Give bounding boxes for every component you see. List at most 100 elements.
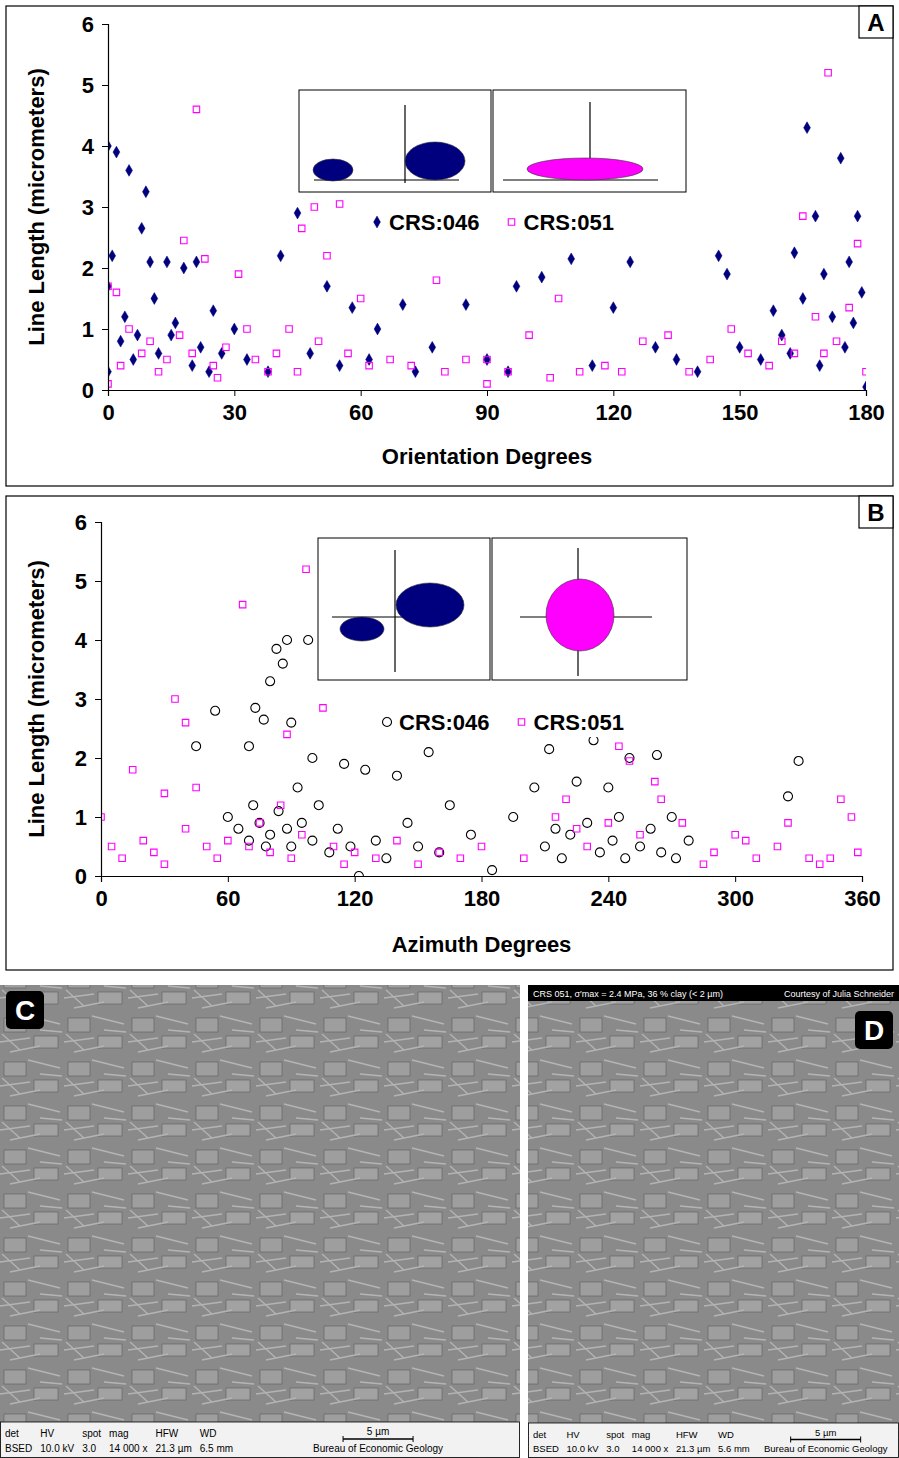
point (193, 784, 199, 790)
y-axis-title: Line Length (micrometers) (24, 560, 49, 837)
footer-field-value: 6.5 mm (200, 1443, 233, 1454)
panel: 03060901201501800123456Orientation Degre… (6, 6, 893, 486)
point (686, 368, 692, 374)
tick-label: 60 (216, 886, 240, 911)
point (463, 299, 470, 311)
tick: 2 (75, 746, 101, 771)
tick-label: 0 (95, 886, 107, 911)
point (442, 368, 448, 374)
tick: 0 (82, 378, 108, 403)
point (766, 362, 772, 368)
tick-mark (102, 207, 108, 208)
point (266, 677, 275, 686)
legend-background (375, 707, 630, 737)
point (244, 326, 250, 332)
point (742, 837, 748, 843)
point (255, 818, 264, 827)
point (394, 837, 400, 843)
panel-letter: C (15, 995, 35, 1026)
point (303, 566, 309, 572)
point (366, 362, 372, 368)
micrograph-image (528, 985, 899, 1458)
point (283, 635, 292, 644)
tick-label: 1 (82, 317, 94, 342)
point (182, 826, 188, 832)
footer-field-name: det (5, 1428, 19, 1439)
point (181, 237, 187, 243)
tick: 4 (75, 628, 101, 653)
legend: CRS:046CRS:051 (365, 207, 620, 237)
point (311, 204, 317, 210)
point (774, 843, 780, 849)
point (505, 366, 512, 378)
point (753, 855, 759, 861)
x-axis-title: Azimuth Degrees (392, 932, 572, 957)
point (210, 305, 217, 317)
tick-mark (228, 876, 229, 882)
point (252, 356, 258, 362)
tick: 4 (82, 134, 108, 159)
footer-field-name: spot (606, 1429, 624, 1440)
tick-label: 30 (223, 400, 247, 425)
insets (318, 538, 687, 680)
legend-label: CRS:046 (389, 210, 479, 235)
tick-label: 0 (82, 378, 94, 403)
tick-mark (355, 876, 356, 882)
point (551, 824, 560, 833)
tick: 30 (223, 390, 247, 425)
point (711, 849, 717, 855)
point (854, 240, 860, 246)
point (109, 250, 116, 262)
tick-mark (95, 758, 101, 759)
point (210, 362, 216, 368)
tick-mark (102, 268, 108, 269)
tick: 60 (216, 876, 240, 911)
point (308, 836, 317, 845)
point (382, 854, 391, 863)
legend-marker (508, 219, 514, 225)
point (297, 818, 306, 827)
x-axis: 0306090120150180 (102, 390, 884, 425)
point (854, 210, 861, 222)
point (804, 122, 811, 134)
point (679, 820, 685, 826)
scale-label: 5 µm (815, 1427, 836, 1438)
tick-label: 3 (82, 195, 94, 220)
legend-background (365, 207, 620, 237)
point (278, 659, 287, 668)
point (700, 861, 706, 867)
point (235, 271, 241, 277)
point (267, 849, 273, 855)
point (277, 250, 284, 262)
scale-label: 5 µm (367, 1426, 389, 1437)
point (288, 855, 294, 861)
point (552, 814, 558, 820)
point (155, 368, 161, 374)
point (324, 253, 330, 259)
point (863, 368, 866, 374)
point (147, 338, 153, 344)
point (387, 356, 393, 362)
footer-field-name: HFW (676, 1429, 698, 1440)
tick: 60 (349, 390, 373, 425)
point (640, 338, 646, 344)
header-background (528, 985, 899, 1001)
footer-field-name: HFW (155, 1428, 178, 1439)
legend-label: CRS:051 (534, 710, 624, 735)
micrograph: CRS 051, σ′max = 2.4 MPa, 36 % clay (< 2… (528, 985, 899, 1458)
insets (299, 90, 686, 192)
tick: 6 (75, 510, 101, 535)
tick-label: 300 (717, 886, 754, 911)
point (829, 311, 836, 323)
panel-letter-box (855, 1011, 893, 1049)
point (833, 338, 839, 344)
point (415, 861, 421, 867)
point (838, 796, 844, 802)
axis-line (102, 25, 109, 391)
tick-label: 180 (464, 886, 501, 911)
point (513, 280, 520, 292)
micrograph: CdetBSEDHV10.0 kVspot3.0mag14 000 xHFW21… (0, 985, 520, 1458)
point (595, 848, 604, 857)
point (147, 256, 154, 268)
scale-bar-end (860, 1437, 861, 1443)
